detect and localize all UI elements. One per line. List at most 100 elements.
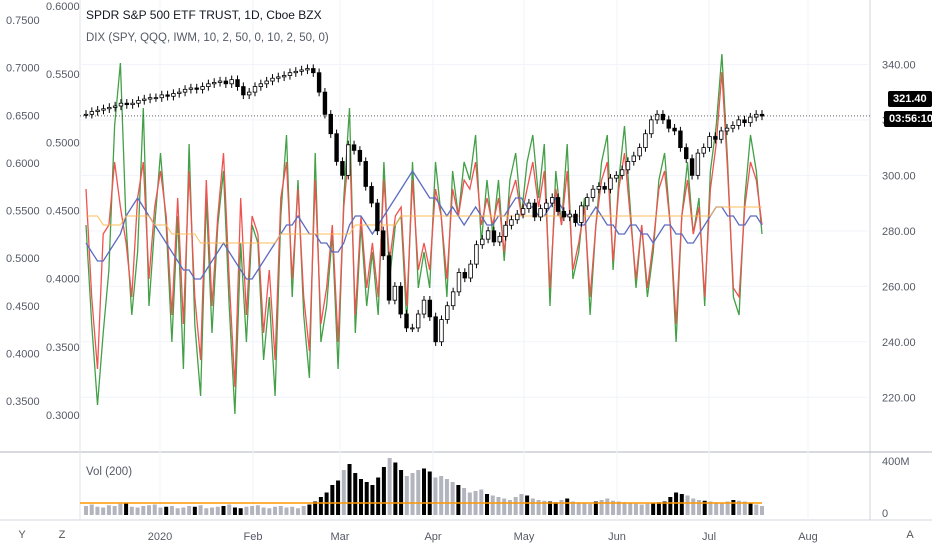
candle-body <box>124 102 129 106</box>
volume-bar <box>101 507 106 515</box>
candle-body <box>142 98 147 101</box>
candle-body <box>293 70 298 74</box>
volume-bar <box>496 497 501 515</box>
candle-body <box>742 119 747 124</box>
candle-body <box>753 113 759 118</box>
volume-bar <box>244 506 249 515</box>
volume-bar <box>158 507 163 515</box>
candle-body <box>503 224 508 237</box>
candle-body <box>281 75 287 78</box>
volume-bar <box>714 502 719 515</box>
volume-bar <box>530 498 535 515</box>
volume-bar <box>525 495 530 515</box>
volume-bar <box>84 506 88 515</box>
volume-bar <box>702 500 707 515</box>
volume-bar <box>129 506 134 515</box>
candle-body <box>561 211 567 218</box>
volume-bar <box>582 503 587 515</box>
candle-body <box>421 299 427 315</box>
volume-bar <box>273 506 278 515</box>
candle-body <box>188 87 194 90</box>
volume-bar <box>393 462 398 515</box>
volume-bar <box>565 498 570 515</box>
volume-bar <box>450 482 455 515</box>
volume-bar <box>358 479 363 515</box>
candle-body <box>299 69 304 72</box>
candle-body <box>450 291 456 307</box>
volume-bar <box>124 503 129 515</box>
candle-body <box>497 235 502 243</box>
candle-body <box>334 133 339 162</box>
auto-scale-button[interactable]: A <box>906 529 914 541</box>
volume-bar <box>553 502 558 515</box>
candle-body <box>555 197 561 212</box>
candle-body <box>101 108 106 111</box>
candle-body <box>328 113 333 135</box>
volume-bar <box>456 485 461 515</box>
volume-axis-tick: 0 <box>882 508 888 520</box>
volume-bar <box>187 506 192 515</box>
candle-body <box>480 238 485 246</box>
volume-bar <box>576 502 581 515</box>
volume-bar <box>444 479 449 515</box>
candle-body <box>550 197 555 204</box>
candle-body <box>748 116 753 124</box>
volume-bar <box>633 503 638 515</box>
volume-bar <box>169 506 174 515</box>
volume-bar <box>301 506 306 515</box>
volume-bar <box>696 500 701 515</box>
main-legend: SPDR S&P 500 ETF TRUST, 1D, Cboe BZX <box>86 8 322 22</box>
volume-bar <box>513 497 518 515</box>
volume-bar <box>570 501 575 515</box>
volume-bar <box>679 494 684 515</box>
candle-body <box>194 87 199 90</box>
right-axis-tick: 300.00 <box>882 170 916 182</box>
volume-bar <box>599 500 604 515</box>
candle-body <box>258 83 264 87</box>
candle-body <box>276 76 281 79</box>
left-axis-tick-inner: 0.3500 <box>46 342 80 354</box>
volume-bar <box>548 501 553 515</box>
candle-body <box>526 202 532 210</box>
volume-bar <box>685 495 690 515</box>
volume-bar <box>748 503 753 515</box>
candle-body <box>270 77 275 82</box>
candle-body <box>287 72 293 76</box>
volume-bar <box>651 503 656 515</box>
left-axis-tick-outer: 0.4000 <box>6 349 40 361</box>
volume-bar <box>112 506 117 515</box>
candle-body <box>112 105 118 108</box>
volume-bar <box>210 507 215 515</box>
candle-body <box>159 94 164 99</box>
left-axis-tick-inner: 0.4500 <box>46 206 80 218</box>
candle-body <box>433 316 438 343</box>
candle-body <box>468 263 473 279</box>
candle-body <box>130 102 135 106</box>
left-axis-tick-outer: 0.4500 <box>6 301 40 313</box>
volume-bar <box>519 494 524 515</box>
x-axis-tick: Apr <box>424 531 441 543</box>
volume-bar <box>731 500 736 515</box>
last-price-tag: 321.40 <box>888 91 932 107</box>
volume-bar <box>381 467 386 515</box>
candle-body <box>491 230 497 243</box>
candle-body <box>346 144 351 176</box>
z-axis-button[interactable]: Z <box>58 529 66 541</box>
volume-bar <box>542 500 547 515</box>
x-axis-tick: May <box>514 531 535 543</box>
candle-body <box>340 161 345 176</box>
candle-body <box>223 80 229 85</box>
volume-bar <box>313 501 318 515</box>
x-axis-tick: Mar <box>331 531 350 543</box>
candle-body <box>369 186 374 204</box>
right-axis-tick: 280.00 <box>882 226 916 238</box>
volume-bar <box>668 497 673 515</box>
candle-body <box>625 161 631 171</box>
candle-body <box>637 147 642 157</box>
volume-bar <box>204 508 209 515</box>
left-axis-tick-inner: 0.6000 <box>46 1 80 13</box>
left-axis-tick-inner: 0.4000 <box>46 274 80 286</box>
y-axis-button[interactable]: Y <box>18 529 26 541</box>
left-axis-tick-outer: 0.7000 <box>6 63 40 75</box>
